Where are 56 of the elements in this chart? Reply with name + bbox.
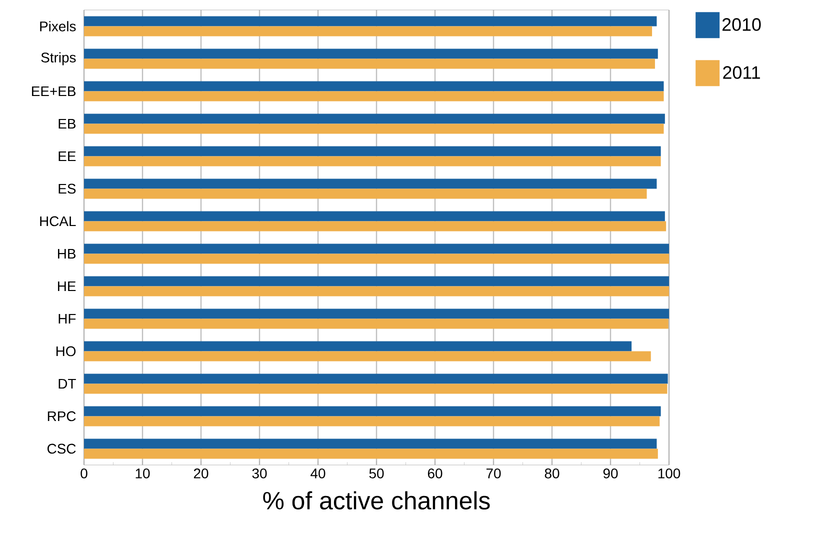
x-tick-label: 20: [194, 468, 208, 478]
bar: [84, 221, 666, 232]
x-tick-label: 0: [80, 468, 88, 478]
bar: [84, 308, 670, 319]
x-tick-label: 90: [603, 468, 618, 478]
bar: [84, 384, 668, 394]
bar: [84, 276, 670, 286]
y-tick-label: RPC: [48, 411, 76, 422]
bar: [84, 254, 670, 264]
x-tick-label: 60: [428, 468, 442, 478]
x-tick-label: 10: [136, 468, 150, 478]
x-axis-title: % of active channels: [263, 491, 490, 510]
y-tick-label: EE+EB: [32, 86, 76, 96]
y-tick-label: HB: [58, 248, 76, 259]
bar: [84, 16, 657, 26]
y-tick-label: HE: [58, 281, 76, 292]
bar: [84, 188, 647, 199]
bar: [84, 438, 657, 449]
bar: [84, 26, 652, 36]
bar: [84, 286, 670, 296]
legend-label: 2010: [722, 18, 761, 31]
x-tick-label: 40: [310, 468, 326, 478]
bar: [84, 48, 658, 59]
y-tick-label: CSC: [47, 444, 76, 454]
y-tick-label: EE: [58, 151, 76, 162]
y-tick-label: Strips: [41, 52, 76, 66]
y-tick-label: HCAL: [40, 216, 76, 226]
x-tick-label: 100: [658, 468, 680, 478]
bar: [84, 406, 661, 416]
bar: [84, 318, 668, 329]
bar: [84, 91, 664, 102]
bar: [84, 58, 655, 69]
y-tick-label: Pixels: [40, 21, 76, 32]
bar: [84, 244, 670, 254]
y-tick-label: ES: [58, 184, 76, 194]
bar: [84, 146, 661, 156]
bar: [84, 114, 665, 124]
x-tick-label: 80: [544, 468, 560, 478]
x-tick-label: 50: [369, 468, 384, 478]
bar: [84, 81, 664, 92]
y-tick-label: EB: [58, 118, 76, 129]
legend-label: 2011: [723, 66, 760, 79]
bar: [84, 211, 665, 222]
bar: [84, 374, 668, 384]
bar: [84, 448, 658, 459]
y-tick-label: HF: [58, 314, 76, 324]
bar: [84, 351, 651, 362]
x-tick-label: 30: [252, 468, 267, 478]
bar: [84, 416, 660, 426]
bar: [84, 124, 664, 134]
x-tick-label: 70: [486, 468, 501, 478]
y-tick-label: DT: [58, 378, 76, 389]
y-tick-label: HO: [56, 346, 76, 356]
bar: [84, 341, 632, 352]
bar: [84, 156, 661, 166]
bar: [84, 178, 657, 189]
